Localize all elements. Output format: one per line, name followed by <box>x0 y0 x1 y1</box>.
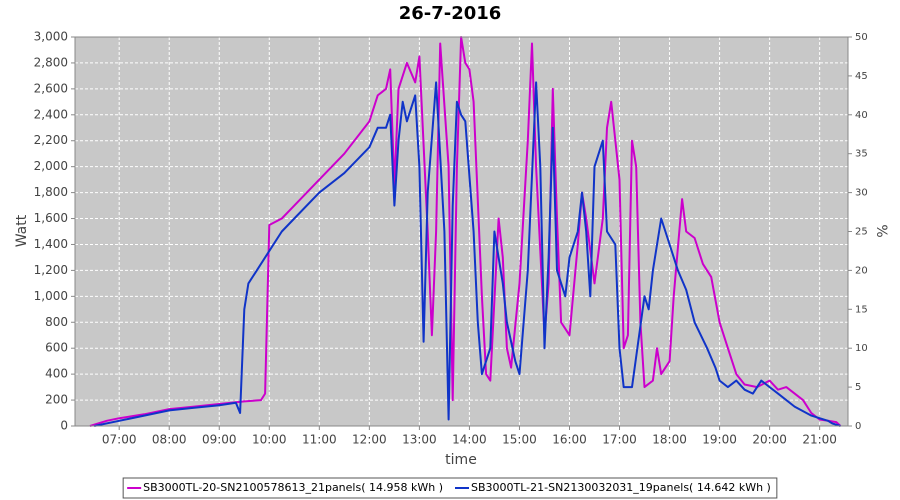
legend-label: SB3000TL-21-SN2130032031_19panels( 14.64… <box>471 481 771 494</box>
y2-tick-label: 10 <box>855 343 868 354</box>
y-tick-label: 200 <box>45 393 68 407</box>
series-line <box>89 36 842 427</box>
y2-axis-label: % <box>873 224 889 237</box>
y-tick-label: 2,000 <box>34 159 68 173</box>
series-line <box>93 81 841 427</box>
y-tick-label: 0 <box>60 419 68 433</box>
x-tick-label: 11:00 <box>302 433 337 447</box>
x-tick-label: 21:00 <box>802 433 837 447</box>
y2-tick-label: 30 <box>855 188 868 199</box>
y-tick-label: 2,800 <box>34 55 68 69</box>
x-tick-label: 15:00 <box>502 433 537 447</box>
x-tick-label: 16:00 <box>552 433 587 447</box>
y-tick-label: 1,000 <box>34 289 68 303</box>
y-tick-label: 2,400 <box>34 107 68 121</box>
y2-tick-label: 15 <box>855 304 868 315</box>
plot-area <box>75 37 848 426</box>
y2-tick-label: 35 <box>855 149 868 160</box>
y2-tick-label: 20 <box>855 265 868 276</box>
y-tick-label: 2,200 <box>34 133 68 147</box>
x-axis-label: time <box>445 452 477 468</box>
y-tick-label: 600 <box>45 341 68 355</box>
y2-tick-label: 40 <box>855 110 868 121</box>
x-tick-label: 18:00 <box>652 433 687 447</box>
y2-tick-label: 45 <box>855 71 868 82</box>
x-tick-label: 07:00 <box>102 433 137 447</box>
x-tick-label: 08:00 <box>152 433 187 447</box>
legend: SB3000TL-20-SN2100578613_21panels( 14.95… <box>122 477 778 499</box>
lines <box>89 36 842 427</box>
y-tick-label: 3,000 <box>34 30 68 44</box>
y-tick-label: 1,200 <box>34 263 68 277</box>
x-tick-label: 09:00 <box>202 433 237 447</box>
x-tick-label: 10:00 <box>252 433 287 447</box>
x-tick-label: 20:00 <box>752 433 787 447</box>
x-tick-label: 19:00 <box>702 433 737 447</box>
y-tick-label: 2,600 <box>34 81 68 95</box>
legend-label: SB3000TL-20-SN2100578613_21panels( 14.95… <box>143 481 443 494</box>
y2-tick-label: 25 <box>855 227 868 238</box>
y2-tick-label: 5 <box>855 382 861 393</box>
y-tick-label: 1,400 <box>34 237 68 251</box>
legend-box <box>122 477 778 499</box>
y-tick-label: 800 <box>45 315 68 329</box>
y2-tick-label: 0 <box>855 421 861 432</box>
y-axis-label: Watt <box>14 214 30 247</box>
chart-title: 26-7-2016 <box>399 3 502 24</box>
y-tick-label: 400 <box>45 367 68 381</box>
y2-tick-label: 50 <box>855 32 868 43</box>
x-tick-label: 12:00 <box>352 433 387 447</box>
y-tick-label: 1,600 <box>34 211 68 225</box>
x-tick-label: 17:00 <box>602 433 637 447</box>
y-tick-label: 1,800 <box>34 185 68 199</box>
x-tick-label: 14:00 <box>452 433 487 447</box>
x-tick-label: 13:00 <box>402 433 437 447</box>
